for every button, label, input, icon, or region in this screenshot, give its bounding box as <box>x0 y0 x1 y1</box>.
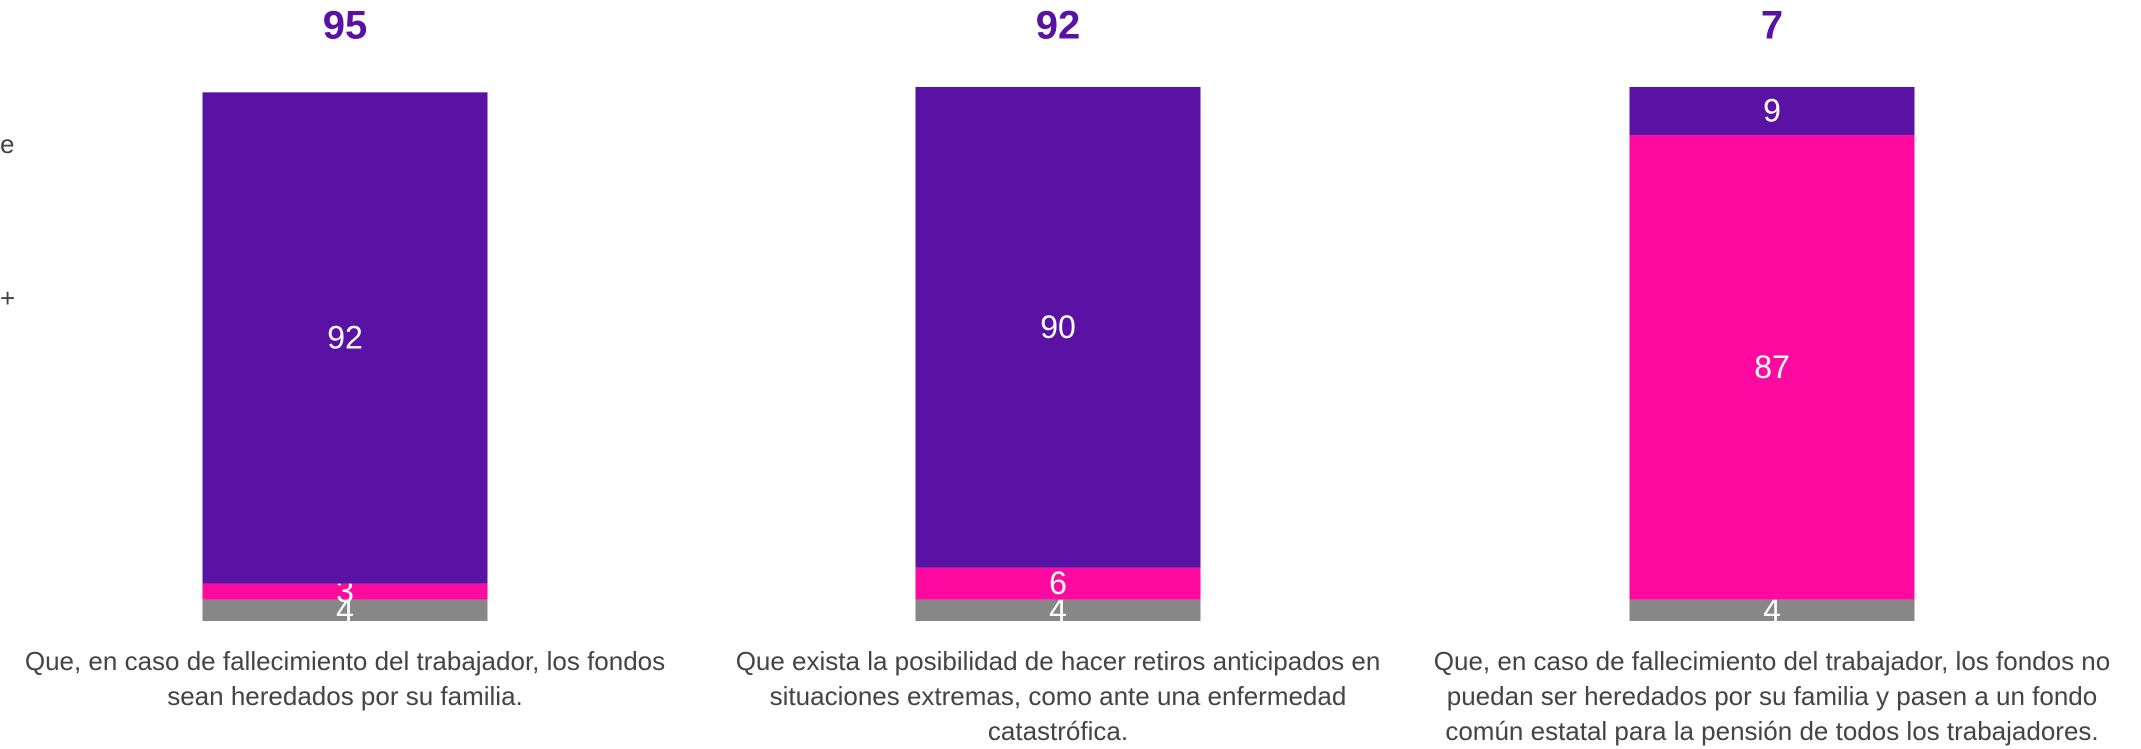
data-label: 6 <box>1049 565 1067 601</box>
data-label: 4 <box>1763 592 1781 628</box>
bar-segment <box>1629 87 1915 136</box>
data-label: 9 <box>1763 92 1781 128</box>
bar-segment <box>1629 135 1915 600</box>
bar-segment <box>915 567 1201 600</box>
category-label: Que exista la posibilidad de hacer retir… <box>735 646 1381 746</box>
total-label: 7 <box>1761 4 1783 48</box>
legend-fragment: + <box>0 283 15 313</box>
bar-segment <box>202 599 488 621</box>
category-label: Que, en caso de fallecimiento del trabaj… <box>24 646 666 711</box>
data-label: 90 <box>1040 309 1076 345</box>
bar-segment <box>202 92 488 584</box>
category-label: Que, en caso de fallecimiento del trabaj… <box>1433 646 2111 746</box>
bar-segment <box>915 87 1201 568</box>
bar-segment <box>1629 599 1915 621</box>
data-label: 4 <box>336 592 354 628</box>
bar-segment <box>202 583 488 600</box>
total-label: 95 <box>323 4 368 48</box>
data-label: 87 <box>1754 349 1790 385</box>
data-label: 4 <box>1049 592 1067 628</box>
bar-segment <box>915 599 1201 621</box>
data-label: 92 <box>327 319 363 355</box>
legend-fragment: e <box>0 129 14 159</box>
total-label: 92 <box>1036 4 1081 48</box>
